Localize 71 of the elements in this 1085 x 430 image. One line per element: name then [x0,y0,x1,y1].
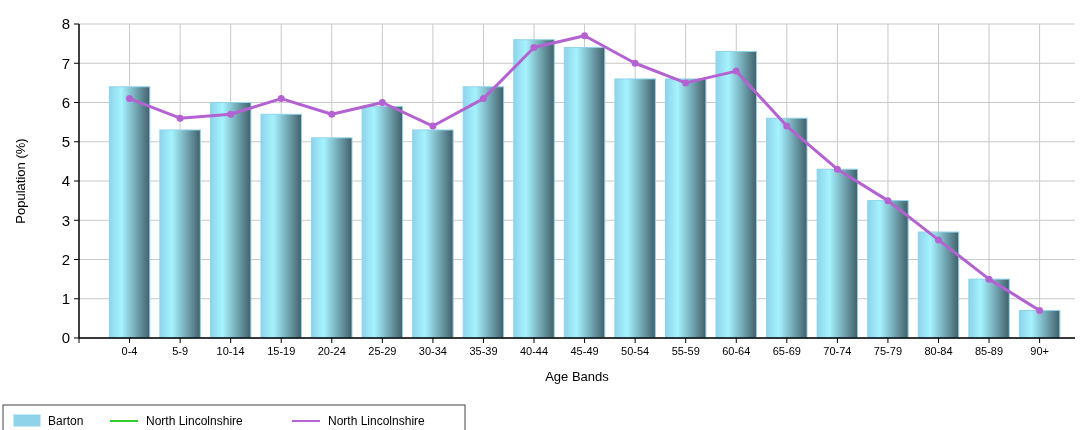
point [732,67,740,75]
point [833,165,841,173]
bar [260,113,302,339]
x-tick-label: 10-14 [216,345,245,357]
point [631,59,639,67]
y-tick-label: 2 [61,250,70,268]
bar [361,105,404,339]
point [783,122,791,130]
x-tick-label: 35-39 [469,345,498,357]
x-tick-label: 5-9 [172,345,189,357]
bar [513,39,555,339]
point [176,114,184,122]
x-tick-label: 65-69 [772,345,801,357]
y-tick-label: 8 [61,15,70,33]
bar [766,117,808,339]
bar [412,129,454,339]
bar [867,200,909,339]
point [277,95,285,103]
x-tick-label: 0-4 [121,345,138,357]
y-tick-label: 6 [61,93,70,111]
x-tick-label: 15-19 [267,345,296,357]
x-tick-label: 50-54 [621,345,650,357]
legend-label: North Lincolnshire [146,414,244,428]
x-tick-label: 90+ [1030,345,1049,357]
x-axis-title: Age Bands [545,369,610,384]
point [1036,307,1044,315]
bar [1018,310,1061,339]
bar [209,102,252,339]
y-axis-title: Population (%) [13,138,28,224]
point [530,44,538,52]
bar [462,86,505,339]
x-tick-label: 75-79 [873,345,902,357]
point [429,122,437,130]
x-tick-label: 85-89 [974,345,1004,357]
legend-label: Barton [48,414,84,428]
y-tick-label: 1 [61,290,70,307]
point [934,236,942,244]
bar [715,50,757,339]
legend-label: North Lincolnshire [328,414,426,428]
point [985,275,993,283]
x-tick-label: 20-24 [317,345,346,357]
x-tick-label: 30-34 [418,345,447,357]
point [227,110,235,118]
x-tick-label: 60-64 [722,345,751,357]
point [884,197,892,205]
y-tick-label: 3 [61,211,70,229]
bar [816,168,859,339]
y-tick-label: 5 [61,133,70,150]
bar [311,137,353,339]
x-tick-label: 45-49 [570,345,599,357]
bar [159,129,201,339]
x-tick-label: 80-84 [924,345,953,357]
point [479,95,487,103]
point [328,110,336,118]
x-tick-label: 55-59 [671,345,700,357]
y-tick-label: 4 [61,172,70,190]
y-tick-label: 7 [61,54,70,72]
point [682,79,690,87]
bar [108,86,151,339]
bar [563,47,606,339]
bar [968,278,1010,339]
point [378,99,386,106]
point [126,95,134,103]
bar [614,78,656,339]
point [581,32,589,40]
x-tick-label: 70-74 [823,345,852,357]
bar [664,78,707,339]
x-tick-label: 40-44 [519,345,549,357]
x-tick-label: 25-29 [368,345,397,357]
bar [917,231,960,339]
y-tick-label: 0 [61,329,70,347]
